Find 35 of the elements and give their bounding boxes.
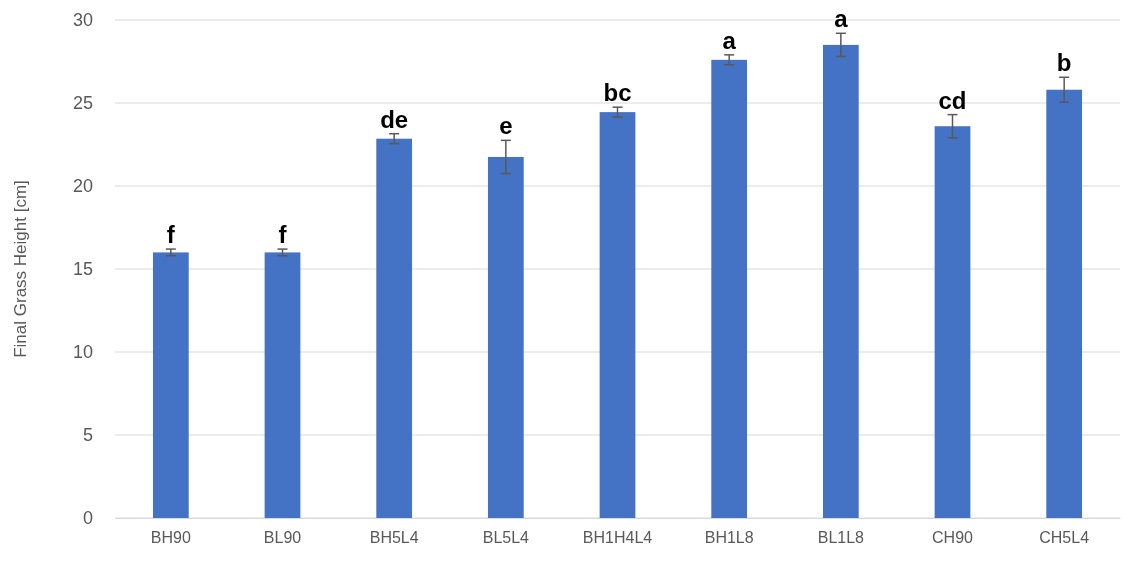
x-tick-label: CH90 <box>932 529 974 547</box>
y-tick-label: 30 <box>72 10 93 31</box>
x-tick-label: BH1L8 <box>704 529 754 547</box>
y-tick-label: 10 <box>72 342 93 363</box>
x-tick-label: BH5L4 <box>369 529 419 547</box>
bar <box>822 44 859 518</box>
annotation: b <box>1056 49 1072 77</box>
y-tick-label: 20 <box>72 176 93 197</box>
x-tick-label: CH5L4 <box>1039 529 1090 547</box>
x-tick-label: BH90 <box>150 529 191 547</box>
annotation: f <box>278 221 288 249</box>
y-tick-label: 0 <box>82 508 93 529</box>
x-tick-label: BL90 <box>263 529 302 547</box>
bar <box>711 59 748 518</box>
bar <box>934 126 971 518</box>
y-tick-label: 5 <box>82 425 93 446</box>
bar <box>264 252 301 518</box>
x-tick-label: BH1H4L4 <box>582 529 653 547</box>
bar <box>599 112 636 518</box>
annotation: bc <box>603 79 632 107</box>
annotation: e <box>499 112 513 140</box>
bar <box>487 156 524 518</box>
annotation: f <box>166 221 176 249</box>
x-tick-label: BL5L4 <box>482 529 530 547</box>
y-axis-title: Final Grass Height [cm] <box>11 180 30 358</box>
annotation: cd <box>938 86 967 114</box>
annotation: a <box>834 5 849 33</box>
annotation: a <box>722 26 737 54</box>
y-tick-label: 25 <box>72 93 93 114</box>
y-tick-label: 15 <box>72 259 93 280</box>
annotation: de <box>380 105 409 133</box>
bar <box>376 138 413 518</box>
bar <box>1046 89 1083 518</box>
x-tick-label: BL1L8 <box>817 529 865 547</box>
bar <box>152 252 189 518</box>
